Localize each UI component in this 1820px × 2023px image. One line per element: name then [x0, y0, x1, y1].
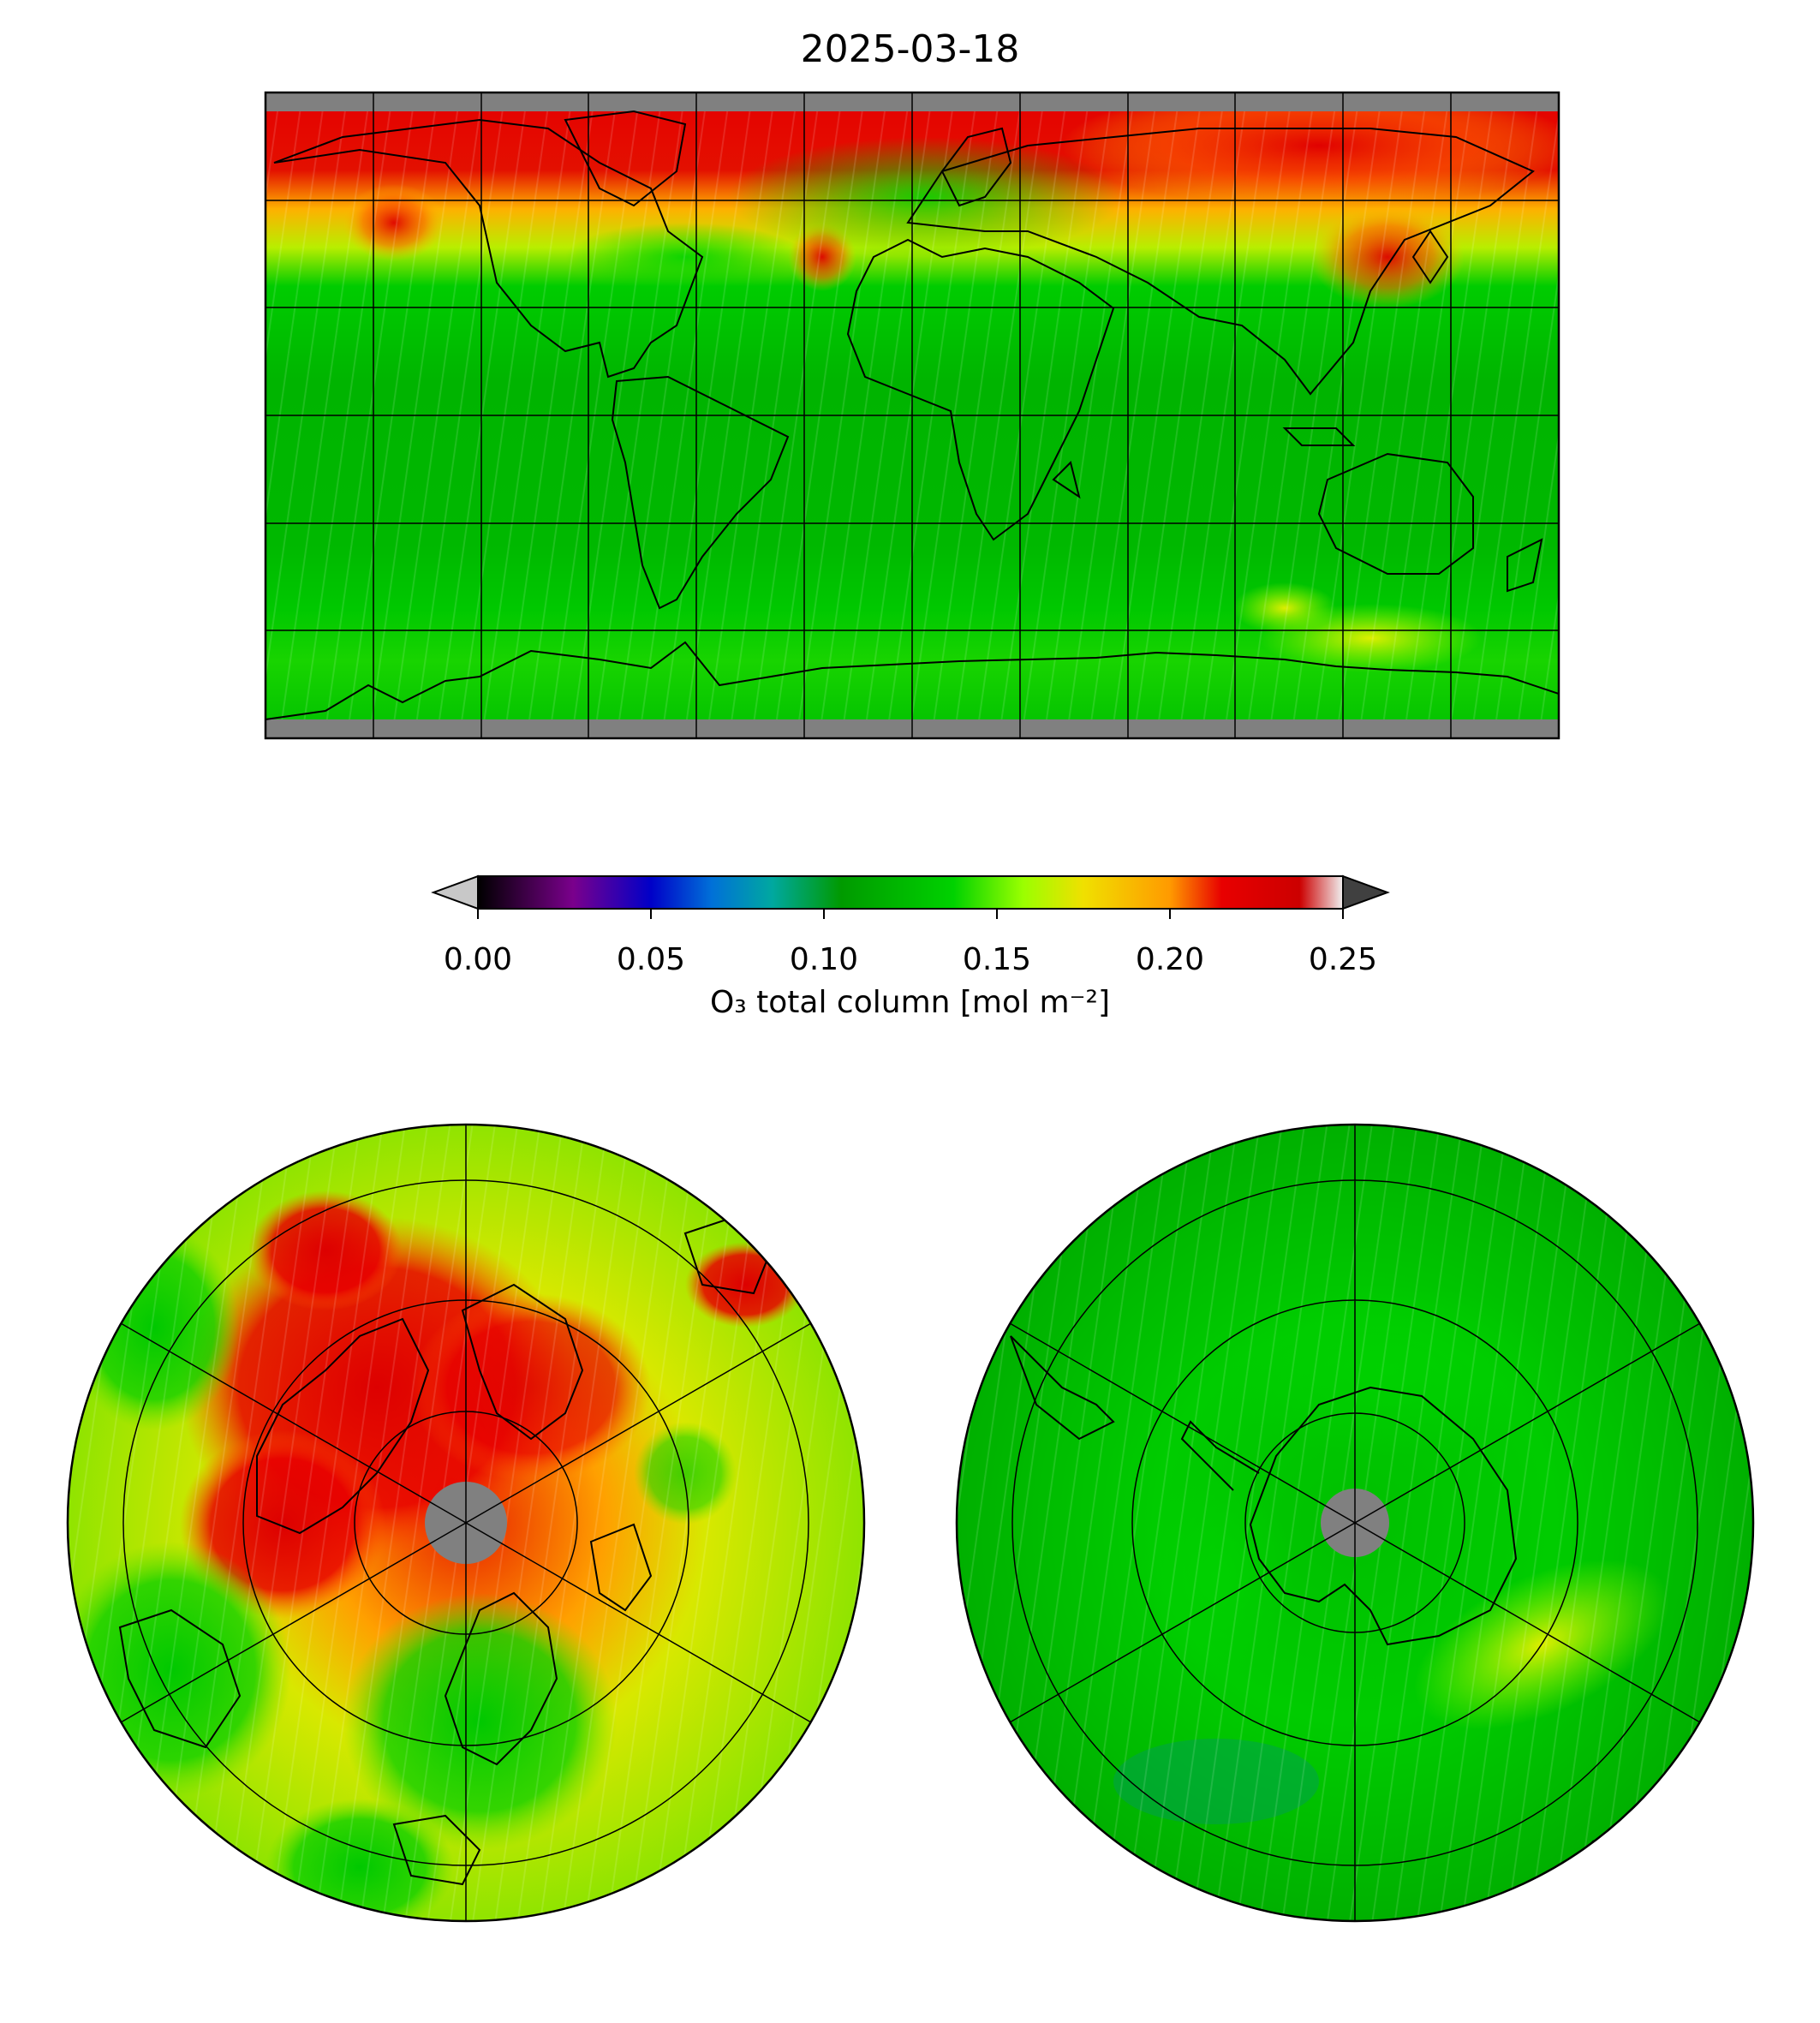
south-polar-map [955, 1123, 1755, 1923]
colorbar: 0.00 0.05 0.10 0.15 0.20 0.25 [431, 874, 1390, 977]
colorbar-label: O₃ total column [mol m⁻²] [709, 985, 1111, 1020]
global-map-frame [264, 91, 1560, 740]
south-polar-frame [955, 1123, 1755, 1923]
global-gridlines [266, 92, 1559, 738]
colorbar-tick-label: 0.25 [1309, 942, 1377, 977]
north-polar-frame [66, 1123, 866, 1923]
colorbar-tick-label: 0.00 [444, 942, 512, 977]
colorbar-tick-label: 0.05 [617, 942, 685, 977]
colorbar-gradient [478, 876, 1343, 909]
north-polar-map [66, 1123, 866, 1923]
global-map [264, 91, 1560, 740]
colorbar-frame [477, 875, 1344, 910]
south-polar-gridlines [1009, 1125, 1701, 1921]
figure-title: 2025-03-18 [800, 27, 1020, 71]
colorbar-tick-label: 0.20 [1136, 942, 1204, 977]
colorbar-under-extend [431, 874, 479, 910]
colorbar-tick-label: 0.10 [790, 942, 858, 977]
colorbar-ticks [477, 909, 1344, 919]
global-coastlines [266, 110, 1559, 720]
north-polar-gridlines [120, 1125, 812, 1921]
colorbar-tick-label: 0.15 [963, 942, 1031, 977]
colorbar-over-extend [1342, 874, 1390, 910]
